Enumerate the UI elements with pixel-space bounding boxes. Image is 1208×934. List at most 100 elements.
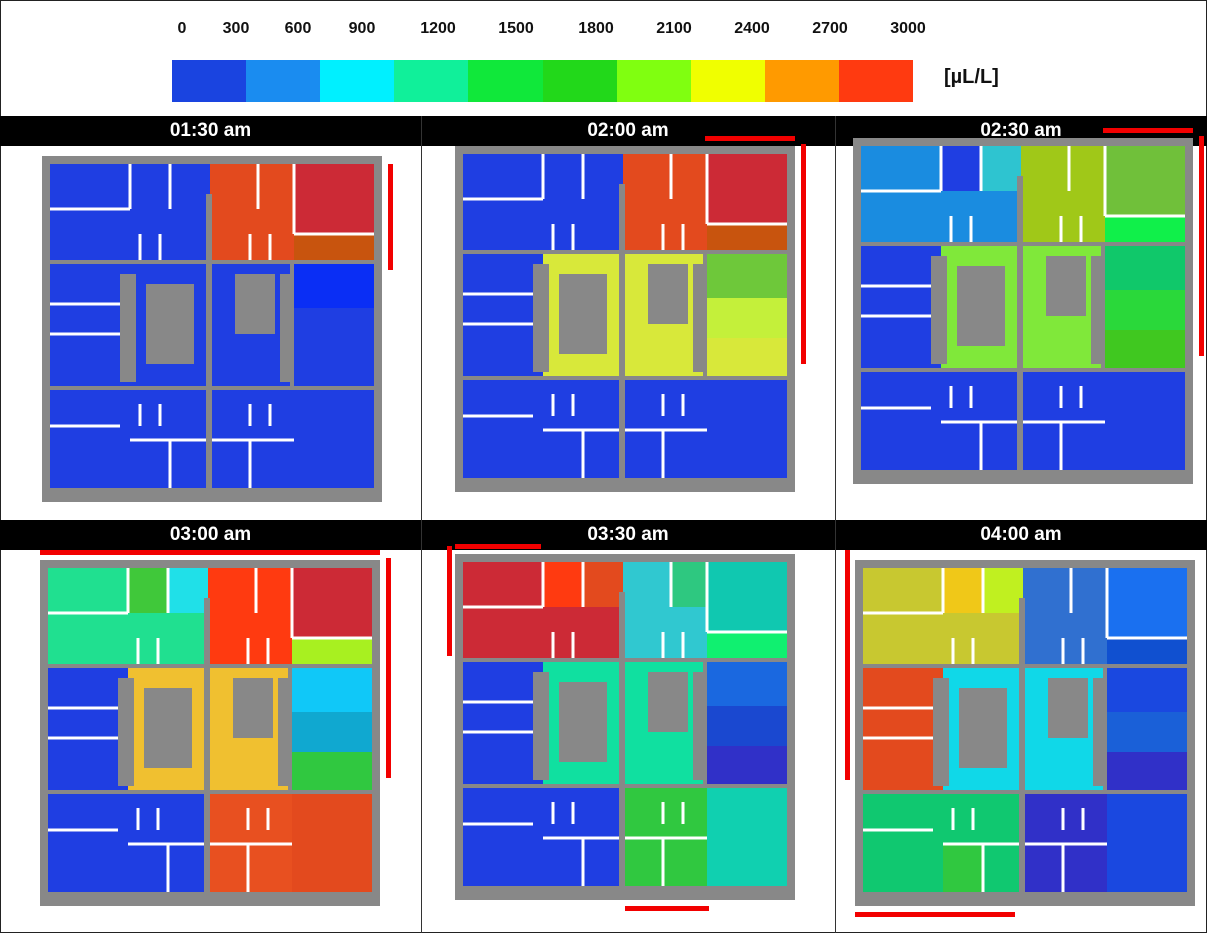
colorbar-swatch [690,60,766,102]
room [1107,794,1187,892]
panel-time-label: 04:00 am [835,520,1207,550]
room [707,562,787,632]
time-panel: 02:00 am [421,116,835,520]
room [292,794,372,892]
room [707,154,787,224]
room [294,264,374,308]
plan-structure [463,184,787,484]
plan-walls [463,154,787,478]
room [543,562,583,607]
room [863,568,943,613]
room [258,164,294,209]
colorbar-tick: 0 [177,20,187,37]
colorbar-tick: 1500 [498,20,534,37]
room [941,146,981,191]
time-panel: 03:30 am [421,520,835,933]
colorbar-tick: 2700 [812,20,848,37]
stair-block [693,672,707,780]
room [292,568,372,638]
room [1105,216,1185,242]
colorbar-tick: 1200 [420,20,456,37]
room [707,254,787,298]
time-panel: 03:00 am [0,520,421,933]
room [463,607,623,658]
room [294,390,374,488]
room [1105,146,1185,216]
colorbar-tick: 600 [284,20,312,37]
room [50,209,210,260]
colorbar-swatch [246,60,321,102]
room [128,844,168,892]
panel-time-label: 02:00 am [421,116,835,146]
colorbar-swatch [838,60,914,102]
core-block [559,682,607,762]
core-block [146,284,194,364]
room [707,298,787,338]
room [1105,290,1185,330]
stair-block [931,256,947,364]
spine-wall [1017,176,1023,476]
room [861,246,941,368]
colorbar-tick: 1800 [578,20,614,37]
plan-structure [48,598,372,898]
room [863,668,943,790]
panel-divider [835,116,836,933]
core-block [1048,678,1088,738]
room [707,338,787,376]
core-block [648,264,688,324]
room [294,164,374,234]
room [1105,372,1185,470]
colorbar-tick: 2100 [656,20,692,37]
floor-plan [40,560,380,906]
room [463,662,543,784]
room [543,154,583,199]
room [463,154,543,199]
room [130,164,170,209]
plan-structure [463,592,787,892]
spine-wall [619,592,625,892]
room [543,838,583,886]
panel-time-label: 01:30 am [0,116,421,146]
room [50,164,130,209]
room [294,348,374,386]
colorbar-tick: 2400 [734,20,770,37]
highlight-bar [455,544,541,549]
plan-zones [50,164,374,488]
highlight-bar [705,136,795,141]
plan-walls [463,562,787,886]
room [623,607,707,658]
room [941,422,981,470]
room [292,638,372,664]
room [210,209,294,260]
plan-structure [50,194,374,494]
stair-block [118,678,134,786]
room [292,712,372,752]
room [130,440,170,488]
highlight-bar [845,550,850,780]
room [861,146,941,191]
core-block [1046,256,1086,316]
panel-divider [421,116,422,933]
colorbar-swatch [542,60,618,102]
room [463,562,543,607]
room [861,191,1021,242]
room [128,568,168,613]
room [1107,668,1187,712]
room [50,264,130,386]
room [1105,246,1185,290]
core-block [233,678,273,738]
floor-plan [455,554,795,900]
room [48,668,128,790]
stair-block [278,678,292,786]
colorbar-swatch [320,60,395,102]
stair-block [1091,256,1105,364]
highlight-bar [386,558,391,778]
stair-block [533,264,549,372]
core-block [235,274,275,334]
room [583,562,623,607]
floor-plan [42,156,382,502]
time-panel: 04:00 am [835,520,1207,933]
room [671,154,707,199]
room [543,430,583,478]
room [583,154,623,199]
